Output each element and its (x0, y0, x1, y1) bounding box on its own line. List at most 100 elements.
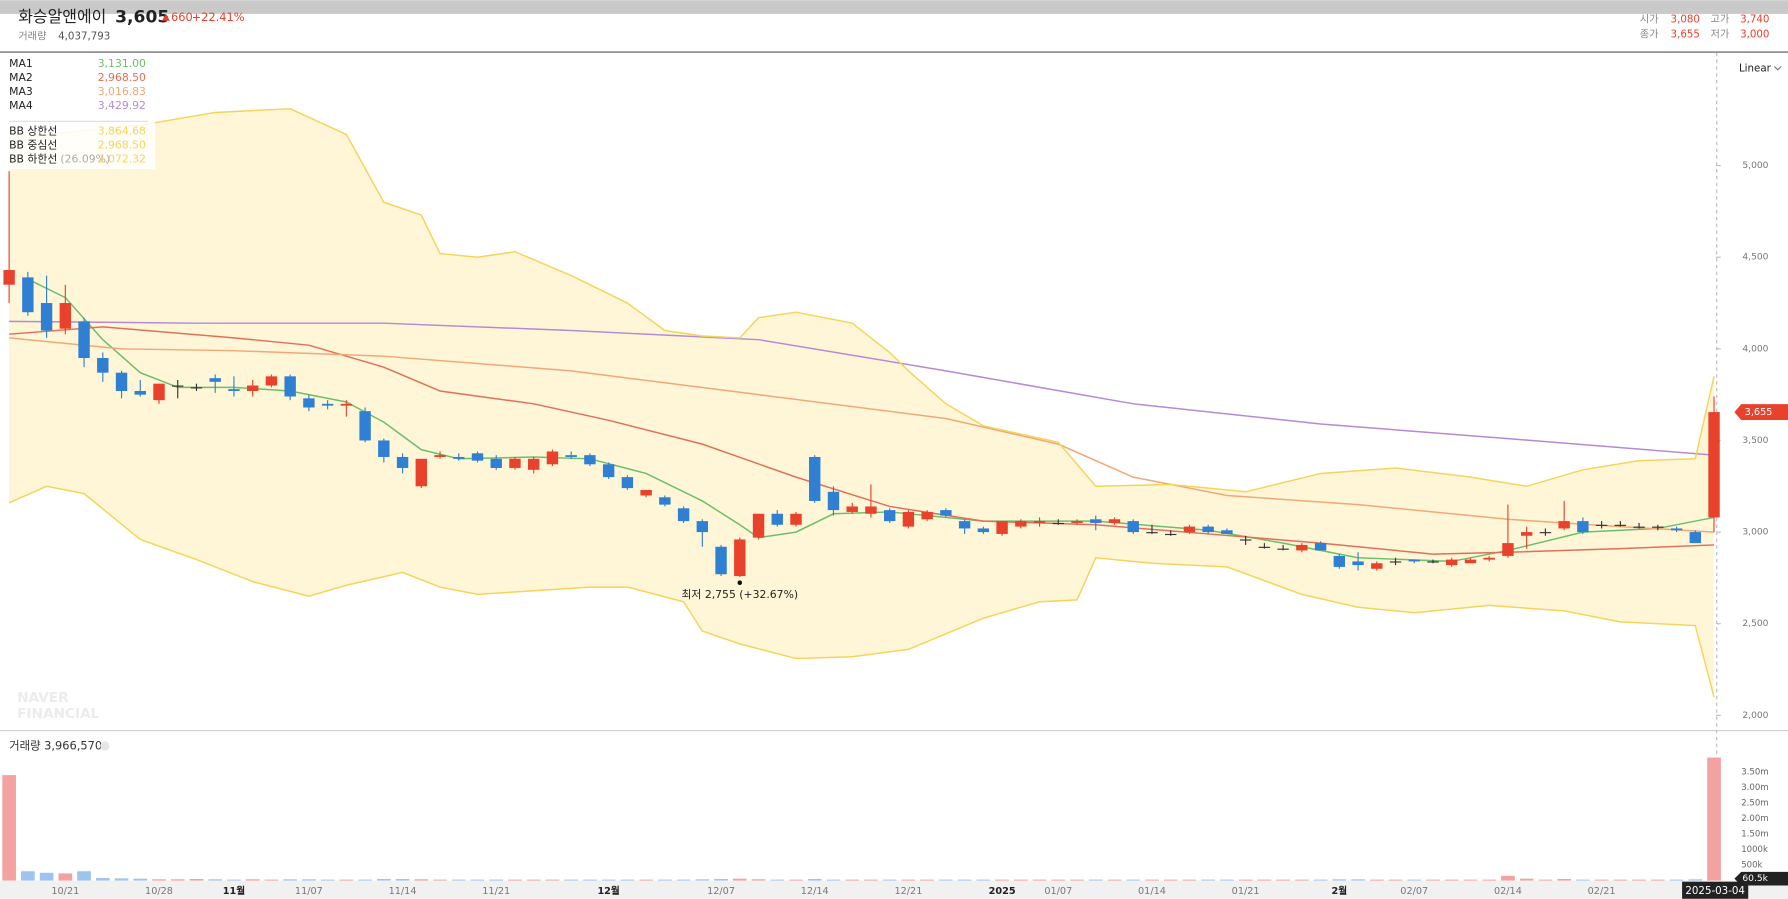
candle-body (246, 385, 259, 391)
y-tick-label: 2,500 (1742, 619, 1768, 629)
volume-bar (1295, 879, 1309, 881)
candle-body (115, 372, 128, 391)
candle-body (1165, 533, 1177, 536)
volume-bar (489, 879, 504, 881)
candle-body (1033, 521, 1046, 523)
volume-bar (152, 879, 166, 881)
candle-body (528, 458, 540, 470)
candle-body (1389, 561, 1402, 563)
volume-bar (358, 879, 372, 881)
candle-body (303, 398, 315, 408)
candle-body (827, 491, 840, 511)
volume-bar (1576, 879, 1590, 881)
volume-bar (826, 879, 841, 881)
x-tick-label: 01/07 (1044, 886, 1072, 897)
candle-body (1689, 532, 1701, 544)
candle-body (78, 321, 90, 359)
legend-name: BB 중심선 (9, 139, 57, 152)
volume-bar (583, 879, 597, 881)
legend-name: MA3 (9, 85, 33, 98)
dropdown-chevron[interactable] (1773, 65, 1782, 71)
volume-bar (376, 878, 391, 881)
volume-bar (1594, 879, 1609, 881)
volume-bar (1238, 879, 1253, 881)
candle-body (1446, 559, 1458, 566)
volume-bar (1482, 879, 1497, 881)
volume-bar (1613, 879, 1628, 881)
volume-bar (1538, 879, 1553, 881)
candle-body (1408, 559, 1420, 562)
legend-value: 3,429.92 (98, 99, 146, 112)
stat-label: 고가 (1710, 14, 1729, 26)
volume-bar (751, 879, 766, 881)
price-change-pct: +22.41% (192, 10, 245, 24)
volume-bar (302, 879, 316, 881)
volume-bar (1145, 879, 1159, 881)
low-marker (737, 580, 743, 585)
x-tick-label: 11/14 (389, 886, 417, 897)
scale-toggle[interactable]: Linear (1739, 63, 1772, 75)
candle-body (771, 513, 783, 525)
candle-body (434, 455, 446, 457)
window-frame (0, 0, 1788, 14)
candle-body (1427, 561, 1439, 563)
y-tick-label: 3,500 (1742, 436, 1768, 446)
candle-body (1090, 519, 1102, 523)
volume-tag-label: 60.5k (1742, 874, 1768, 884)
volume-bar (339, 879, 354, 881)
price-change: 660 (171, 10, 193, 24)
volume-label: 거래량 (18, 31, 47, 43)
candle-body (22, 277, 34, 313)
candle-body (640, 489, 652, 496)
x-tick-label: 2월 (1331, 885, 1347, 897)
candle-body (1502, 543, 1514, 556)
candle-body (977, 528, 990, 533)
candle-body (97, 358, 109, 373)
volume-bar (1388, 879, 1403, 881)
candle-body (1558, 521, 1570, 529)
volume-bar (1332, 879, 1347, 881)
candle-body (565, 455, 577, 457)
stock-name: 화승알앤에이 (18, 7, 106, 26)
candle-body (1127, 521, 1139, 533)
volume-bar (21, 871, 35, 881)
candle-body (1221, 530, 1233, 534)
legend-value: 3,864.68 (98, 125, 146, 138)
low-annotation: 최저 2,755 (+32.67%) (681, 588, 798, 601)
close-icon[interactable] (100, 741, 110, 751)
legend-value: 2,968.50 (98, 139, 146, 152)
volume-bar (545, 879, 560, 881)
volume-bar (245, 879, 260, 881)
volume-bar (1426, 879, 1440, 881)
legend-name: MA1 (9, 57, 33, 70)
volume-bar (770, 879, 785, 881)
candle-body (1071, 521, 1083, 523)
candle-body (284, 376, 296, 397)
candle-body (509, 458, 521, 468)
indicator-line (9, 326, 1715, 555)
volume-bar (1070, 879, 1084, 881)
candle-body (752, 513, 765, 538)
candle-body (1333, 555, 1346, 567)
indicator-line (9, 108, 1715, 493)
volume-bar (95, 878, 110, 881)
volume-bar (1182, 879, 1197, 881)
price-tag-label: 3,655 (1745, 407, 1773, 418)
candle-body (490, 458, 502, 468)
volume-bar (264, 879, 279, 881)
volume-bar (1107, 879, 1122, 881)
y-tick-label: 3,000 (1742, 528, 1768, 538)
legend-value: 2,968.50 (98, 71, 146, 84)
candle-body (677, 508, 690, 522)
candle-body (621, 477, 634, 489)
volume-bar (1669, 879, 1684, 881)
legend-name: BB 상한선 (9, 125, 57, 138)
volume-bar (1276, 879, 1290, 881)
candle-body (865, 506, 877, 514)
volume-bar (1201, 879, 1216, 881)
candle-body (546, 451, 559, 465)
watermark: FINANCIAL (17, 706, 100, 722)
volume-bar (1032, 879, 1047, 881)
x-tick-label: 11/21 (482, 886, 510, 897)
volume-bar (227, 879, 241, 881)
